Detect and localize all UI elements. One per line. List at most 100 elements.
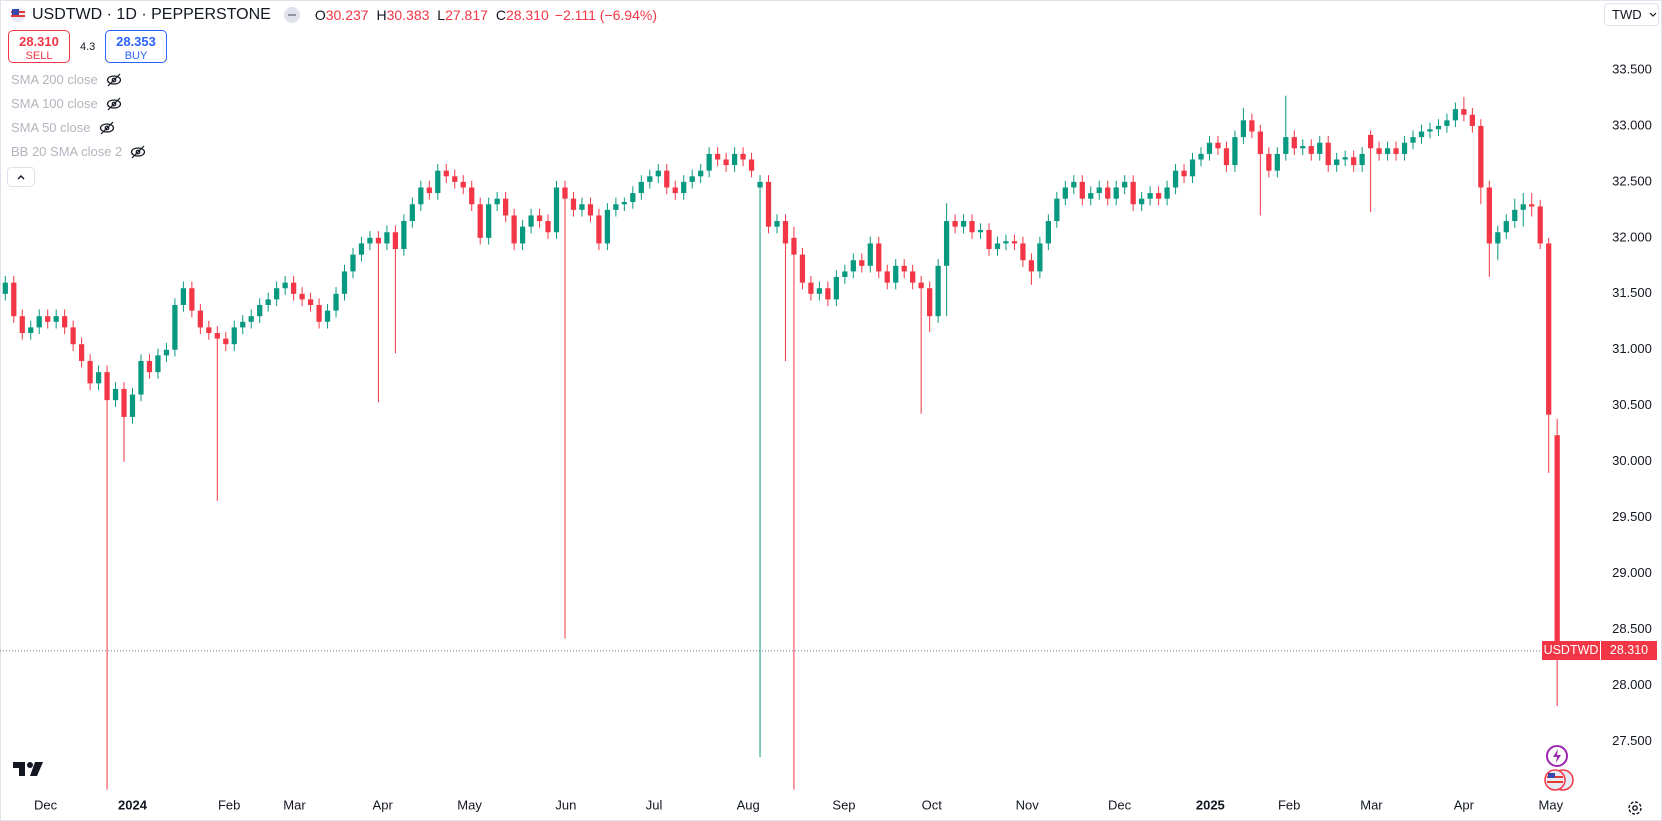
buy-label: BUY <box>124 50 148 62</box>
candle-body <box>842 271 848 278</box>
candle-body <box>1503 221 1509 233</box>
candle-body <box>1469 114 1476 126</box>
indicator-label: SMA 50 close <box>11 120 91 135</box>
spread: 4.3 <box>80 41 96 53</box>
candle-body <box>1554 435 1560 651</box>
candle-body <box>1130 181 1136 205</box>
collapse-button[interactable] <box>7 167 35 187</box>
x-tick-label: 2025 <box>1196 797 1225 812</box>
ohlc-key: C <box>495 7 506 23</box>
candle-body <box>316 305 322 322</box>
candle-body <box>1223 148 1230 166</box>
candle-body <box>867 243 873 266</box>
y-tick-label: 33.000 <box>1612 117 1652 132</box>
hide-button[interactable] <box>283 6 301 24</box>
candle-body <box>1037 243 1043 272</box>
candle-body <box>1164 187 1170 199</box>
price-tag-symbol: USDTWD <box>1542 641 1600 661</box>
y-tick-label: 28.500 <box>1612 621 1652 636</box>
candle-body <box>884 271 890 283</box>
candle-body <box>893 265 899 283</box>
buy-price: 28.353 <box>116 34 156 49</box>
candle-body <box>1359 153 1365 166</box>
candle-body <box>1257 131 1263 154</box>
candle-body <box>112 388 119 401</box>
ohlc-value: 28.310 <box>505 7 549 23</box>
candle-body <box>1520 204 1526 210</box>
candle-body <box>570 198 577 210</box>
candle-body <box>45 316 51 322</box>
candle-body <box>655 170 661 177</box>
x-tick-label: Mar <box>283 797 306 812</box>
ohlc-key: O <box>314 7 326 23</box>
candle-body <box>155 355 161 373</box>
candle-body <box>1410 137 1416 143</box>
x-tick-label: May <box>457 797 482 812</box>
price-change: −2.111 (−6.94%) <box>554 7 657 23</box>
y-tick-label: 32.000 <box>1612 229 1652 244</box>
candle-body <box>850 260 856 272</box>
candle-body <box>367 237 373 244</box>
symbol-title[interactable]: USDTWD · 1D · PEPPERSTONE <box>32 6 271 23</box>
candle-body <box>587 204 594 216</box>
candle-body <box>418 187 424 205</box>
candle-body <box>452 176 458 182</box>
candle-body <box>943 221 950 266</box>
candle-body <box>740 153 746 160</box>
indicator-label: SMA 100 close <box>11 96 98 111</box>
settings-icon[interactable] <box>1626 799 1644 817</box>
candle-body <box>1452 109 1459 121</box>
candle-body <box>172 305 178 350</box>
candle-body <box>621 202 627 205</box>
candle-body <box>1478 125 1484 188</box>
indicator[interactable]: BB 20 SMA close 2 <box>11 144 146 159</box>
candle-body <box>138 360 144 395</box>
indicator[interactable]: SMA 200 close <box>11 72 122 87</box>
buy-button[interactable]: 28.353 BUY <box>105 30 167 63</box>
price-tag-price: 28.310 <box>1601 641 1657 661</box>
candle-body <box>1546 243 1552 415</box>
candle-body <box>1240 120 1247 138</box>
y-tick-label: 29.500 <box>1612 509 1652 524</box>
sell-button[interactable]: 28.310 SELL <box>8 30 70 63</box>
candle-body <box>1418 131 1425 138</box>
candle-body <box>257 305 263 317</box>
candle-body <box>1317 142 1323 154</box>
candle-body <box>1028 260 1035 272</box>
candle-body <box>613 204 619 210</box>
indicator[interactable]: SMA 100 close <box>11 96 122 111</box>
candle-body <box>1401 142 1408 154</box>
candle-body <box>536 215 543 222</box>
candle-body <box>1512 209 1518 222</box>
currency-button[interactable]: TWD <box>1604 3 1659 26</box>
hidden-icon[interactable] <box>130 145 146 159</box>
y-tick-label: 27.500 <box>1612 733 1652 748</box>
candle-body <box>494 198 500 205</box>
indicator[interactable]: SMA 50 close <box>11 120 115 135</box>
candle-body <box>799 254 806 283</box>
candle-body <box>1071 181 1077 188</box>
tradingview-logo[interactable] <box>13 760 45 778</box>
hidden-icon[interactable] <box>106 97 122 111</box>
candle-body <box>1444 120 1450 126</box>
candle-body <box>197 310 203 328</box>
x-tick-label: Feb <box>1278 797 1300 812</box>
x-tick-label: Apr <box>1454 797 1475 812</box>
candle-body <box>401 221 407 250</box>
candle-body <box>240 321 246 328</box>
candle-body <box>596 215 602 244</box>
candle-body <box>223 338 229 345</box>
economic-events-icon[interactable] <box>1543 768 1577 792</box>
candle-body <box>519 226 526 244</box>
hidden-icon[interactable] <box>106 73 122 87</box>
candle-body <box>1351 157 1357 166</box>
candle-body <box>384 232 390 244</box>
hidden-icon[interactable] <box>99 121 115 135</box>
candle-body <box>1181 170 1187 177</box>
x-tick-label: Dec <box>34 797 58 812</box>
candle-body <box>460 181 466 188</box>
candle-body <box>664 170 670 188</box>
candle-body <box>53 316 59 322</box>
candle-body <box>876 243 882 272</box>
events-icon[interactable] <box>1545 744 1569 768</box>
